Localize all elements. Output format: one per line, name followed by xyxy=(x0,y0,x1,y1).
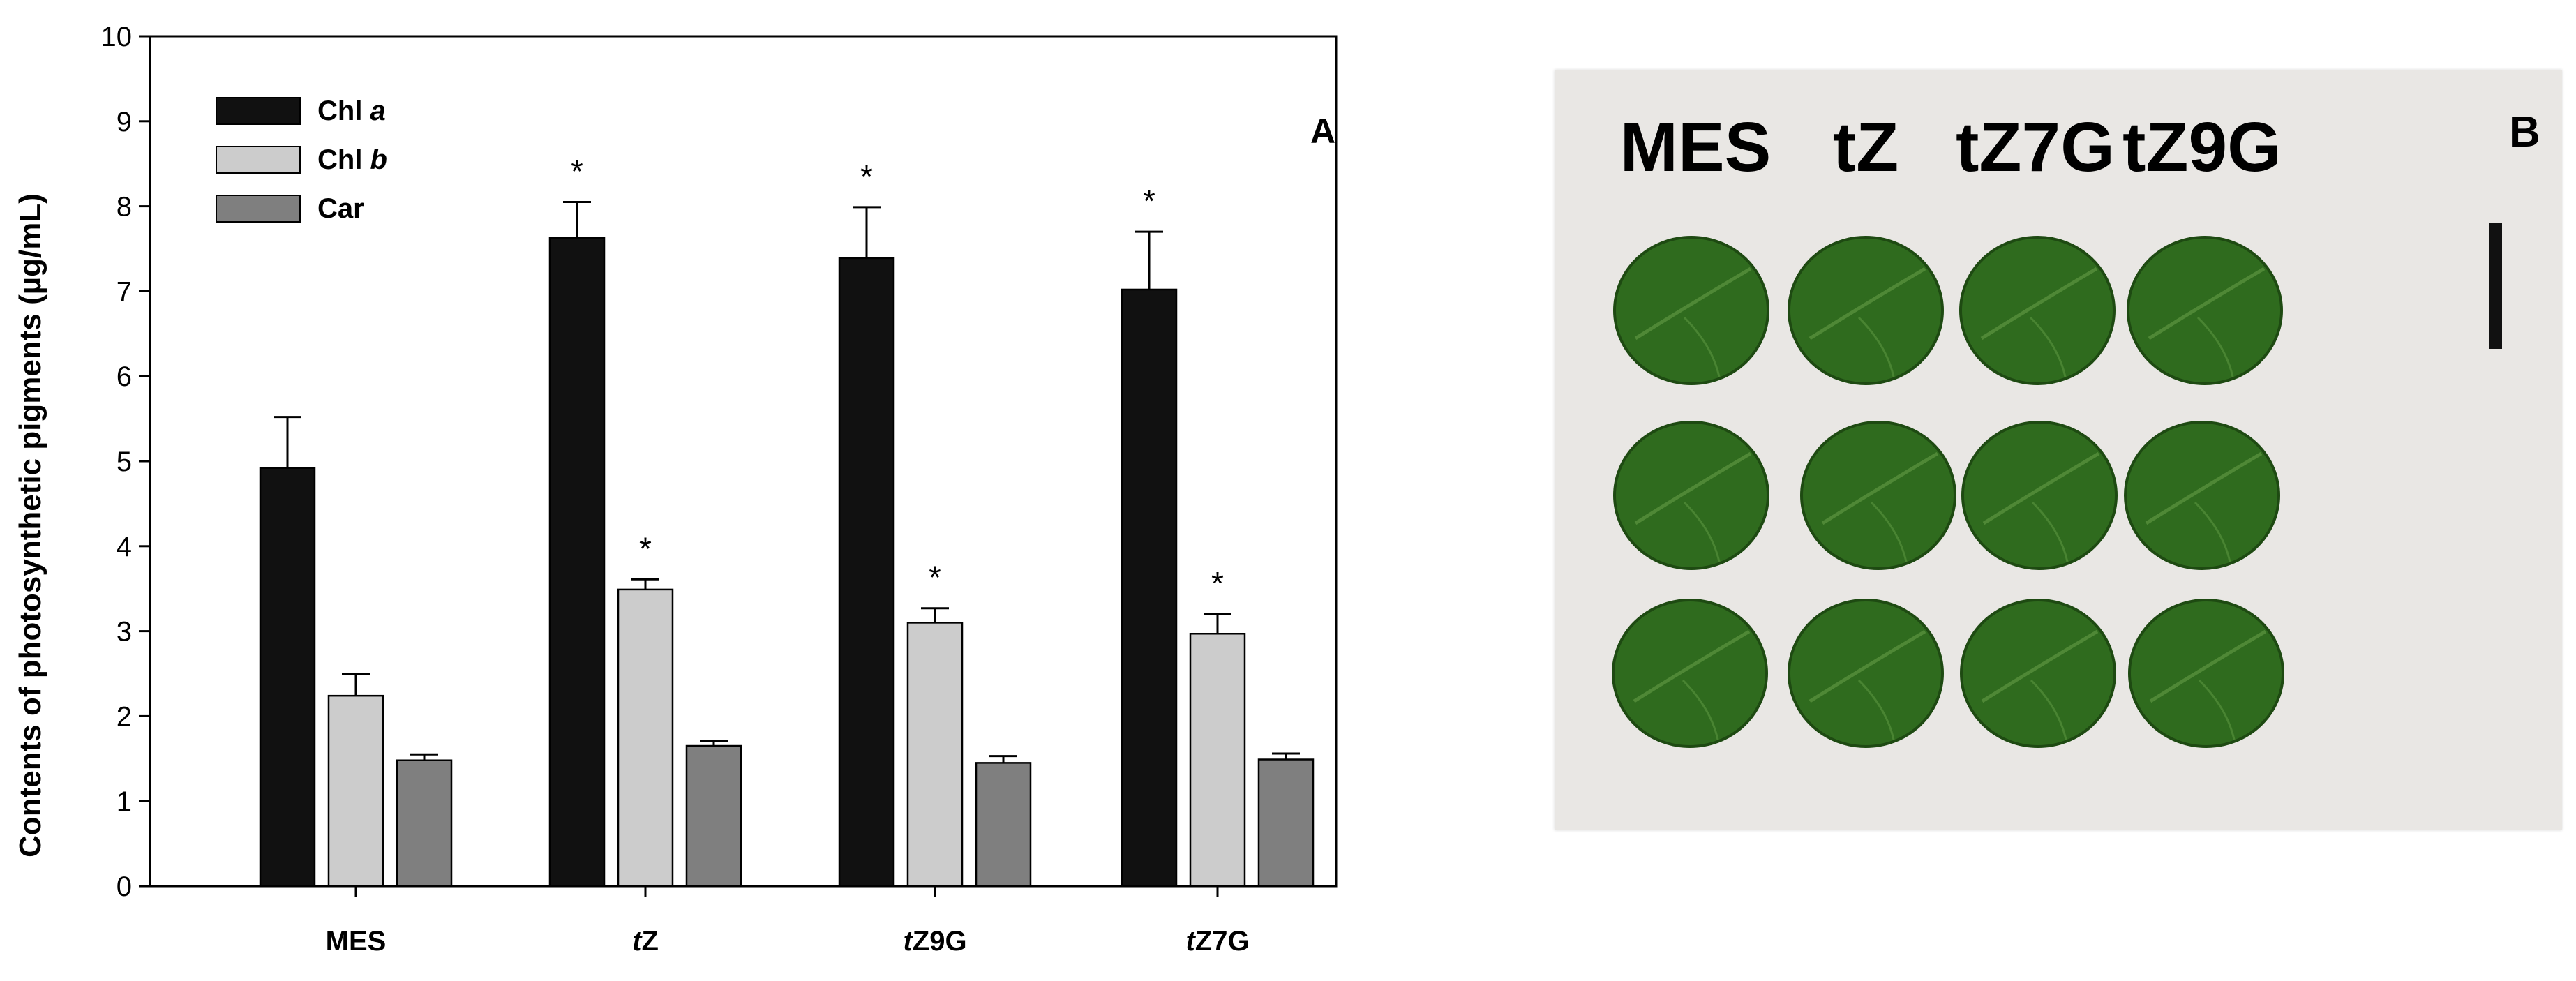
leaf-disc xyxy=(1612,599,1768,748)
bar xyxy=(617,588,674,888)
legend-label: Chl a xyxy=(317,96,386,126)
y-tick-label: 8 xyxy=(117,192,132,223)
leaf-vein xyxy=(1981,629,2099,703)
leaf-vein xyxy=(2031,501,2069,562)
legend-label: Car xyxy=(317,193,364,224)
leaf-vein xyxy=(2194,501,2231,562)
leaf-disc xyxy=(1613,421,1769,570)
leaf-disc xyxy=(2127,236,2283,385)
leaf-vein xyxy=(1682,679,1719,740)
leaf-vein xyxy=(1633,629,1751,703)
leaf-vein xyxy=(2198,679,2236,740)
significance-marker: * xyxy=(1143,183,1155,219)
leaf-vein xyxy=(1982,451,2100,525)
significance-marker: * xyxy=(1211,565,1224,601)
y-tick-label: 4 xyxy=(117,532,132,562)
x-tick-label: tZ xyxy=(632,926,659,957)
leaf-disc xyxy=(2128,599,2284,748)
leaf-vein xyxy=(1683,316,1721,377)
x-tick-label: tZ7G xyxy=(1185,926,1249,957)
legend-swatch xyxy=(216,97,301,125)
y-tick-label: 9 xyxy=(117,107,132,137)
legend-label: Chl b xyxy=(317,144,387,175)
significance-marker: * xyxy=(929,560,941,596)
bar xyxy=(327,694,384,888)
bar xyxy=(838,257,895,888)
leaf-vein xyxy=(1857,316,1895,377)
leaf-vein xyxy=(1683,501,1721,562)
leaf-vein xyxy=(1821,451,1939,525)
y-tick-label: 1 xyxy=(117,786,132,817)
y-tick-label: 0 xyxy=(117,871,132,902)
bar-chart: 0 1 2 3 4 5 6 7 8 9 10 MES tZ * * tZ9G * * tZ7G * * Chl a Chl … xyxy=(13,22,1338,957)
scale-bar xyxy=(2489,223,2502,349)
leaf-disc xyxy=(1959,236,2116,385)
leaf-vein xyxy=(2029,316,2067,377)
leaf-disc xyxy=(1961,421,2118,570)
bar xyxy=(548,237,606,888)
bar xyxy=(975,762,1032,888)
bar xyxy=(1189,633,1246,888)
legend-swatch xyxy=(216,195,301,223)
leaf-vein xyxy=(2148,267,2266,340)
y-tick-label: 7 xyxy=(117,276,132,307)
significance-marker: * xyxy=(639,530,652,567)
leaf-vein xyxy=(2149,629,2267,703)
x-tick-label: MES xyxy=(326,926,387,957)
y-axis-label: Contents of photosynthetic pigments (µg/… xyxy=(13,193,47,858)
bar xyxy=(906,622,964,888)
panel-letter-b: B xyxy=(2509,108,2540,156)
leaf-disc xyxy=(1788,236,1944,385)
leaf-vein xyxy=(2145,451,2263,525)
leaf-vein xyxy=(1809,629,1926,703)
photo-column-label: tZ xyxy=(1833,108,1899,186)
photo-column-label: tZ7G xyxy=(1956,108,2115,186)
legend-swatch xyxy=(216,146,301,174)
leaf-vein xyxy=(1634,267,1752,340)
y-tick-label: 10 xyxy=(101,22,133,52)
panel-letter-a: A xyxy=(1310,112,1335,151)
bar xyxy=(685,744,742,888)
leaf-vein xyxy=(2030,679,2067,740)
leaf-vein xyxy=(1634,451,1752,525)
bar xyxy=(396,759,453,888)
leaf-disc xyxy=(1613,236,1769,385)
y-tick-label: 3 xyxy=(117,617,132,647)
leaf-disc xyxy=(1960,599,2116,748)
x-tick-label: tZ9G xyxy=(903,926,966,957)
significance-marker: * xyxy=(571,153,583,190)
leaf-vein xyxy=(1809,267,1926,340)
leaf-disc xyxy=(2124,421,2280,570)
leaf-vein xyxy=(1980,267,2098,340)
leaf-disc xyxy=(1800,421,1956,570)
leaf-vein xyxy=(2196,316,2234,377)
bar xyxy=(1121,288,1178,888)
leaf-vein xyxy=(1870,501,1908,562)
y-tick-label: 2 xyxy=(117,701,132,732)
leaf-vein xyxy=(1857,679,1895,740)
bar xyxy=(259,467,316,888)
bar xyxy=(1257,758,1315,888)
photo-column-label: MES xyxy=(1620,108,1772,186)
significance-marker: * xyxy=(860,158,873,195)
y-tick-label: 6 xyxy=(117,361,132,392)
leaf-disc-photo: MES tZ tZ7G tZ9G B xyxy=(1555,70,2562,830)
y-tick-label: 5 xyxy=(117,447,132,477)
leaf-disc xyxy=(1788,599,1944,748)
photo-column-label: tZ9G xyxy=(2122,108,2282,186)
